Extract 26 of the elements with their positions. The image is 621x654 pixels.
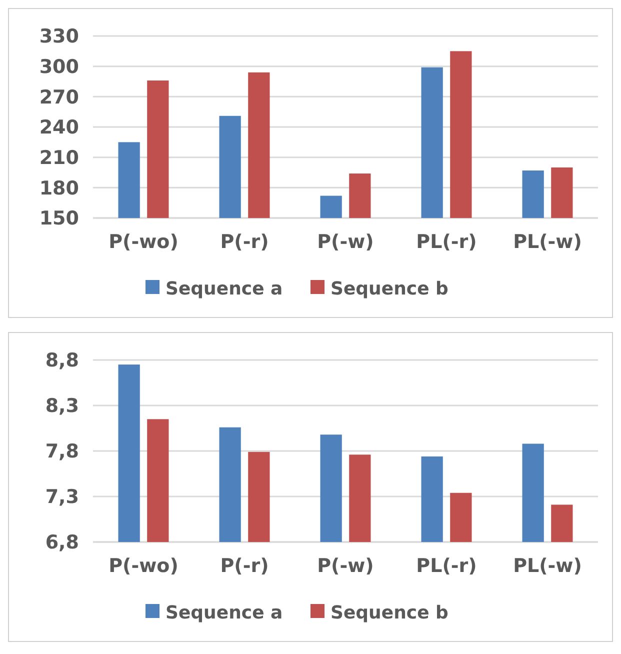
x-tick-label: PL(-w) [513, 231, 582, 253]
legend-label: Sequence b [330, 602, 449, 624]
legend-label: Sequence a [166, 602, 283, 624]
x-tick-label: P(-w) [317, 555, 374, 577]
y-tick-label: 150 [39, 208, 79, 230]
x-tick-label: P(-w) [317, 231, 374, 253]
y-tick-label: 300 [39, 56, 79, 78]
y-tick-label: 270 [39, 86, 79, 108]
y-tick-label: 8,3 [45, 395, 79, 418]
x-tick-label: P(-r) [220, 555, 269, 577]
y-tick-label: 240 [39, 116, 79, 139]
y-tick-label: 7,8 [45, 440, 79, 463]
y-tick-label: 330 [39, 26, 79, 48]
y-tick-label: 210 [39, 146, 79, 169]
x-tick-label: PL(-r) [416, 555, 477, 577]
x-tick-label: P(-wo) [108, 555, 178, 577]
x-tick-label: P(-wo) [108, 231, 178, 253]
y-tick-label: 6,8 [45, 532, 79, 554]
x-tick-label: PL(-r) [416, 231, 477, 253]
y-tick-label: 180 [39, 177, 79, 200]
legend-label: Sequence a [166, 278, 283, 300]
y-tick-label: 7,3 [45, 486, 79, 508]
legend-label: Sequence b [330, 278, 449, 300]
x-tick-label: PL(-w) [513, 555, 582, 577]
x-tick-label: P(-r) [220, 231, 269, 253]
y-tick-label: 8,8 [45, 350, 79, 372]
